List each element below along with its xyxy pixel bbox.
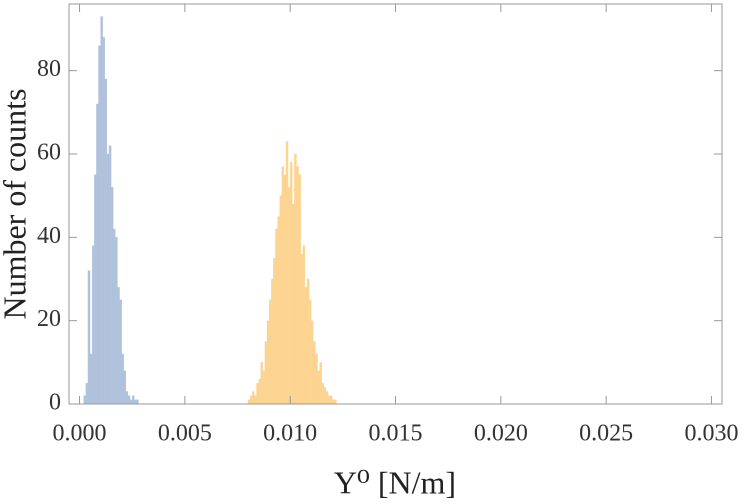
x-tick-label: 0.010	[263, 421, 317, 447]
bar	[98, 45, 101, 405]
x-axis-label: Υ⁰ [N/m]	[334, 464, 456, 500]
bar	[271, 278, 274, 405]
bar	[315, 353, 318, 405]
bar	[254, 395, 257, 405]
bar	[308, 299, 312, 405]
bar	[321, 383, 325, 405]
bar	[332, 399, 335, 405]
bar	[92, 245, 95, 405]
y-tick-label: 80	[37, 56, 61, 82]
bar	[125, 391, 129, 405]
bar	[247, 399, 251, 405]
x-tick-label: 0.030	[684, 421, 738, 447]
bar	[302, 245, 306, 405]
bar	[290, 162, 293, 405]
bar	[121, 353, 124, 405]
bar	[268, 299, 272, 405]
bar	[298, 174, 301, 405]
bar	[127, 395, 131, 405]
bar	[330, 395, 333, 405]
x-tick-label: 0.000	[53, 421, 107, 447]
bar	[273, 258, 276, 405]
bar	[319, 362, 322, 405]
bar	[277, 216, 280, 405]
bar	[292, 203, 295, 405]
bar	[317, 370, 320, 405]
bar	[281, 166, 285, 405]
y-tick-label: 0	[49, 390, 61, 416]
bar	[300, 253, 303, 405]
bar	[94, 174, 97, 405]
bar	[325, 391, 329, 405]
bar	[296, 166, 299, 405]
bar	[279, 195, 282, 405]
bar	[294, 153, 297, 405]
x-tick-label: 0.005	[158, 421, 212, 447]
y-tick-label: 40	[37, 223, 61, 249]
bar	[123, 370, 127, 405]
bar	[287, 187, 291, 405]
bar	[108, 145, 112, 405]
bar	[275, 228, 278, 405]
bar	[100, 16, 103, 405]
bar	[262, 370, 266, 405]
bar	[266, 320, 270, 405]
bar	[134, 399, 137, 405]
bar	[252, 391, 255, 405]
bar	[110, 187, 114, 405]
bar	[96, 103, 99, 405]
x-tick-label: 0.020	[474, 421, 528, 447]
bar	[89, 353, 93, 405]
bar	[313, 341, 316, 405]
bar	[104, 78, 108, 405]
y-tick-label: 60	[37, 140, 61, 166]
bar	[306, 278, 310, 405]
plot-frame	[68, 3, 723, 405]
bar	[304, 287, 308, 405]
bar	[102, 37, 105, 405]
bar	[115, 237, 118, 405]
bar	[87, 270, 91, 405]
bar	[311, 320, 314, 405]
bar	[85, 383, 89, 405]
bar	[106, 153, 110, 405]
bar	[83, 395, 87, 405]
y-tick-label: 20	[37, 306, 61, 332]
bar	[323, 387, 327, 405]
x-tick-label: 0.025	[579, 421, 633, 447]
bar	[117, 287, 120, 405]
bar	[250, 395, 253, 405]
bar	[119, 299, 122, 405]
bar	[285, 141, 289, 405]
bar	[327, 395, 331, 405]
bar	[264, 341, 268, 405]
bar	[129, 399, 133, 405]
bar	[256, 383, 259, 405]
bar	[132, 395, 135, 405]
bar	[260, 362, 263, 405]
bar	[283, 174, 287, 405]
bar	[334, 399, 337, 405]
bar	[113, 228, 116, 405]
y-axis-label: Number of counts	[0, 88, 32, 319]
bar	[258, 378, 261, 405]
bar	[136, 399, 139, 405]
x-tick-label: 0.015	[369, 421, 423, 447]
